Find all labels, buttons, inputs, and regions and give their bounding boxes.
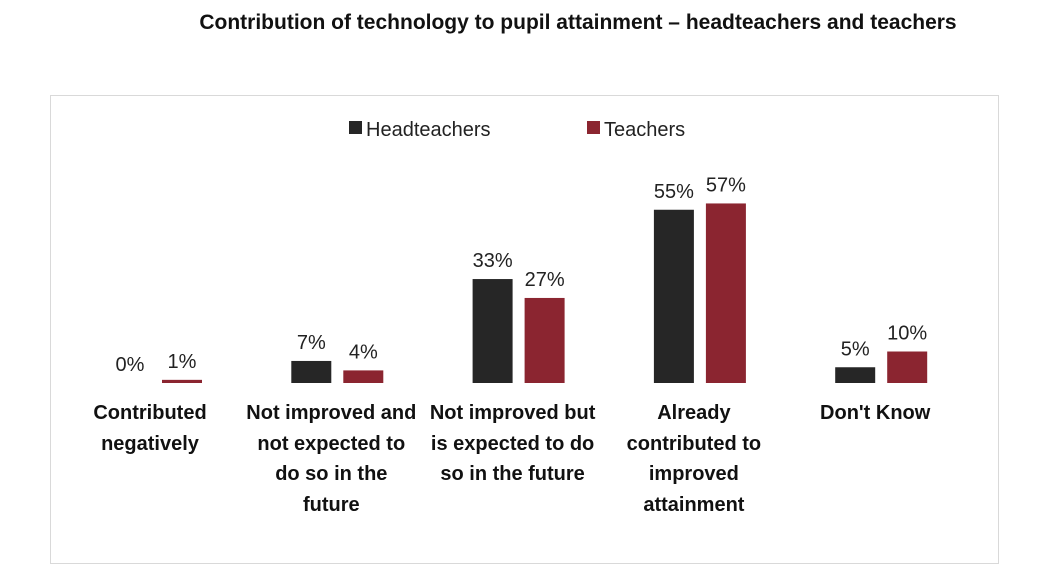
data-label: 0%: [116, 354, 145, 376]
legend-swatch: [587, 121, 600, 134]
data-label: 4%: [349, 341, 378, 363]
data-label: 55%: [654, 181, 694, 203]
data-label: 1%: [168, 351, 197, 373]
category-label: Not improved but is expected to do so in…: [429, 402, 596, 485]
plot-frame: [50, 95, 999, 564]
bar: [835, 367, 876, 383]
data-label: 10%: [887, 323, 927, 345]
bar: [653, 209, 694, 383]
category-label: Don't Know: [820, 402, 931, 424]
legend-swatch: [349, 121, 362, 134]
data-label: 57%: [706, 174, 746, 196]
bar: [887, 351, 928, 383]
category-label: Contributed negatively: [93, 402, 207, 455]
bar: [162, 379, 202, 383]
data-label: 7%: [297, 332, 326, 354]
data-label: 5%: [841, 338, 870, 360]
legend-label: Headteachers: [366, 119, 491, 141]
bar: [705, 203, 746, 383]
bar: [291, 360, 332, 383]
bar: [343, 370, 384, 383]
bar: [524, 297, 565, 383]
chart-title: Contribution of technology to pupil atta…: [199, 11, 957, 34]
data-label: 33%: [473, 250, 513, 272]
legend-label: Teachers: [604, 119, 685, 141]
data-label: 27%: [525, 269, 565, 291]
category-label: Not improved and not expected to do so i…: [246, 402, 417, 516]
bar: [472, 279, 513, 383]
category-label: Already contributed to improved attainme…: [626, 402, 762, 516]
